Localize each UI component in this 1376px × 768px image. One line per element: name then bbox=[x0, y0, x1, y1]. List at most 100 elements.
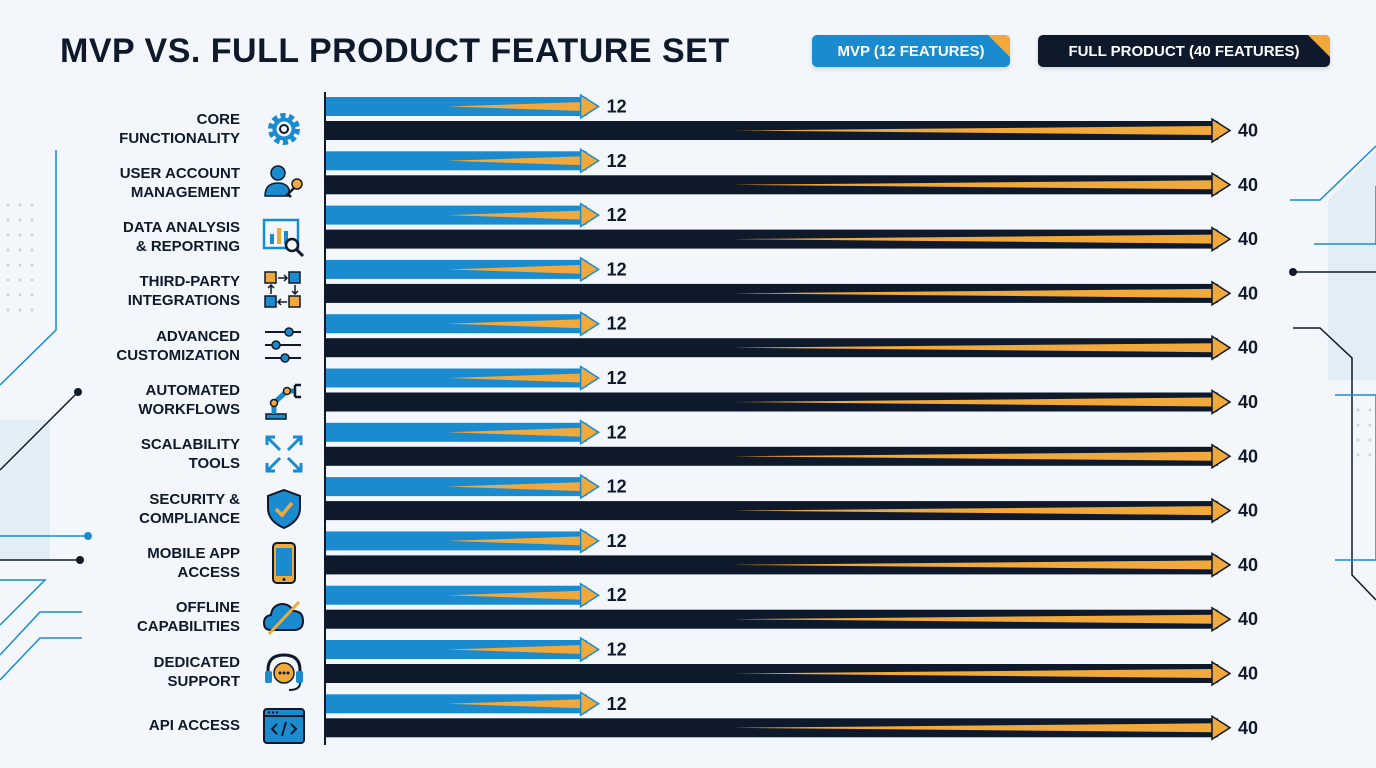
full-product-bar-arrowhead bbox=[1211, 443, 1232, 470]
shield-check-icon bbox=[267, 488, 301, 529]
full-product-bar-arrowhead bbox=[1211, 389, 1232, 415]
mvp-bar-arrowhead bbox=[579, 256, 600, 283]
category-label: SCALABILITY TOOLS bbox=[140, 436, 240, 473]
mvp-bar-accent bbox=[447, 482, 583, 492]
full-product-bar-arrowhead bbox=[1211, 280, 1232, 307]
legend-mvp: MVP (12 FEATURES) bbox=[812, 35, 1010, 67]
full-product-value-label: 40 bbox=[1238, 446, 1258, 466]
full-product-bar-arrowhead bbox=[1211, 606, 1232, 633]
mvp-bar-arrowhead bbox=[579, 582, 600, 609]
mvp-bar-arrowhead bbox=[579, 419, 600, 446]
chart-title: MVP VS. FULL PRODUCT FEATURE SET bbox=[60, 32, 730, 70]
full-product-bar-arrowhead bbox=[1211, 552, 1232, 578]
full-product-value-label: 40 bbox=[1238, 555, 1258, 575]
category-label: MOBILE APP ACCESS bbox=[147, 544, 240, 581]
category-label: API ACCESS bbox=[148, 716, 240, 734]
user-key-icon bbox=[264, 165, 303, 198]
mvp-bar-arrowhead bbox=[579, 310, 600, 337]
mvp-value-label: 12 bbox=[607, 368, 627, 388]
full-product-bar-accent bbox=[731, 397, 1214, 407]
full-product-value-label: 40 bbox=[1238, 718, 1258, 738]
mvp-bar-arrowhead bbox=[579, 690, 600, 717]
full-product-bar-arrowhead bbox=[1211, 334, 1232, 361]
category-label: AUTOMATED WORKFLOWS bbox=[138, 382, 240, 418]
mvp-bar-accent bbox=[447, 210, 583, 220]
full-product-bar-arrowhead bbox=[1211, 117, 1232, 144]
category-label: THIRD-PARTY INTEGRATIONS bbox=[127, 273, 240, 310]
mvp-value-label: 12 bbox=[607, 259, 627, 279]
mvp-bar-arrowhead bbox=[579, 93, 600, 120]
mvp-bar-accent bbox=[447, 156, 583, 166]
legend-full-product: FULL PRODUCT (40 FEATURES) bbox=[1038, 35, 1330, 67]
mvp-bar-accent bbox=[447, 319, 583, 329]
expand-arrows-icon bbox=[265, 435, 303, 473]
full-product-bar-accent bbox=[731, 126, 1214, 135]
code-window-icon bbox=[263, 707, 305, 744]
full-product-bar-accent bbox=[731, 506, 1214, 516]
full-product-value-label: 40 bbox=[1238, 392, 1258, 412]
full-product-value-label: 40 bbox=[1238, 229, 1258, 249]
mvp-value-label: 12 bbox=[607, 477, 627, 497]
category-label: DATA ANALYSIS & REPORTING bbox=[123, 219, 240, 256]
mvp-bar-arrowhead bbox=[579, 473, 600, 500]
full-product-bar-accent bbox=[731, 451, 1214, 461]
full-product-value-label: 40 bbox=[1238, 501, 1258, 521]
full-product-bar-accent bbox=[731, 614, 1214, 624]
mvp-value-label: 12 bbox=[607, 422, 627, 442]
mvp-bar-accent bbox=[447, 427, 583, 437]
integration-flow-icon bbox=[264, 271, 301, 309]
mvp-value-label: 12 bbox=[607, 640, 627, 660]
mvp-bar-accent bbox=[447, 373, 583, 383]
mvp-bar-arrowhead bbox=[579, 365, 600, 391]
sliders-icon bbox=[265, 326, 301, 363]
mvp-value-label: 12 bbox=[607, 205, 627, 225]
legend-full-product-label: FULL PRODUCT (40 FEATURES) bbox=[1068, 42, 1300, 60]
mvp-bar-accent bbox=[447, 590, 583, 600]
mvp-bar-accent bbox=[447, 645, 583, 654]
category-label: CORE FUNCTIONALITY bbox=[119, 110, 240, 147]
headset-chat-icon bbox=[265, 652, 303, 691]
full-product-bar-arrowhead bbox=[1211, 226, 1232, 252]
full-product-bar-accent bbox=[731, 234, 1214, 244]
legend-full-accent bbox=[1308, 35, 1330, 57]
full-product-bar-accent bbox=[731, 723, 1214, 733]
full-product-bar-accent bbox=[731, 560, 1214, 570]
mvp-bar-accent bbox=[447, 699, 583, 709]
full-product-value-label: 40 bbox=[1238, 609, 1258, 629]
full-product-value-label: 40 bbox=[1238, 664, 1258, 684]
mvp-value-label: 12 bbox=[607, 151, 627, 171]
mvp-bar-accent bbox=[447, 264, 583, 274]
full-product-bar-arrowhead bbox=[1211, 714, 1232, 741]
category-label: ADVANCED CUSTOMIZATION bbox=[116, 327, 240, 364]
robot-arm-icon bbox=[265, 383, 301, 420]
mvp-value-label: 12 bbox=[607, 694, 627, 714]
chart-magnifier-icon bbox=[262, 218, 305, 258]
mvp-bar-accent bbox=[447, 102, 583, 111]
mvp-value-label: 12 bbox=[607, 314, 627, 334]
full-product-value-label: 40 bbox=[1238, 175, 1258, 195]
full-product-value-label: 40 bbox=[1238, 338, 1258, 358]
cloud-off-icon bbox=[262, 601, 305, 636]
legend-mvp-label: MVP (12 FEATURES) bbox=[837, 42, 985, 60]
full-product-bar-accent bbox=[731, 288, 1214, 298]
gear-icon bbox=[268, 112, 300, 145]
category-label: OFFLINE CAPABILITIES bbox=[136, 599, 240, 636]
full-product-bar-accent bbox=[731, 669, 1214, 678]
mvp-bar-accent bbox=[447, 536, 583, 546]
full-product-bar-arrowhead bbox=[1211, 171, 1232, 198]
category-label: SECURITY & COMPLIANCE bbox=[139, 490, 240, 527]
smartphone-icon bbox=[272, 541, 296, 584]
mvp-value-label: 12 bbox=[607, 531, 627, 551]
mvp-value-label: 12 bbox=[607, 97, 627, 117]
mvp-bar-arrowhead bbox=[579, 528, 600, 554]
mvp-value-label: 12 bbox=[607, 585, 627, 605]
mvp-bar-arrowhead bbox=[579, 202, 600, 228]
full-product-value-label: 40 bbox=[1238, 283, 1258, 303]
mvp-bar-arrowhead bbox=[579, 636, 600, 663]
full-product-bar-arrowhead bbox=[1211, 660, 1232, 687]
full-product-bar-accent bbox=[731, 343, 1214, 353]
legend-mvp-accent bbox=[988, 35, 1010, 57]
full-product-bar-accent bbox=[731, 180, 1214, 190]
category-label: USER ACCOUNT MANAGEMENT bbox=[119, 164, 240, 201]
